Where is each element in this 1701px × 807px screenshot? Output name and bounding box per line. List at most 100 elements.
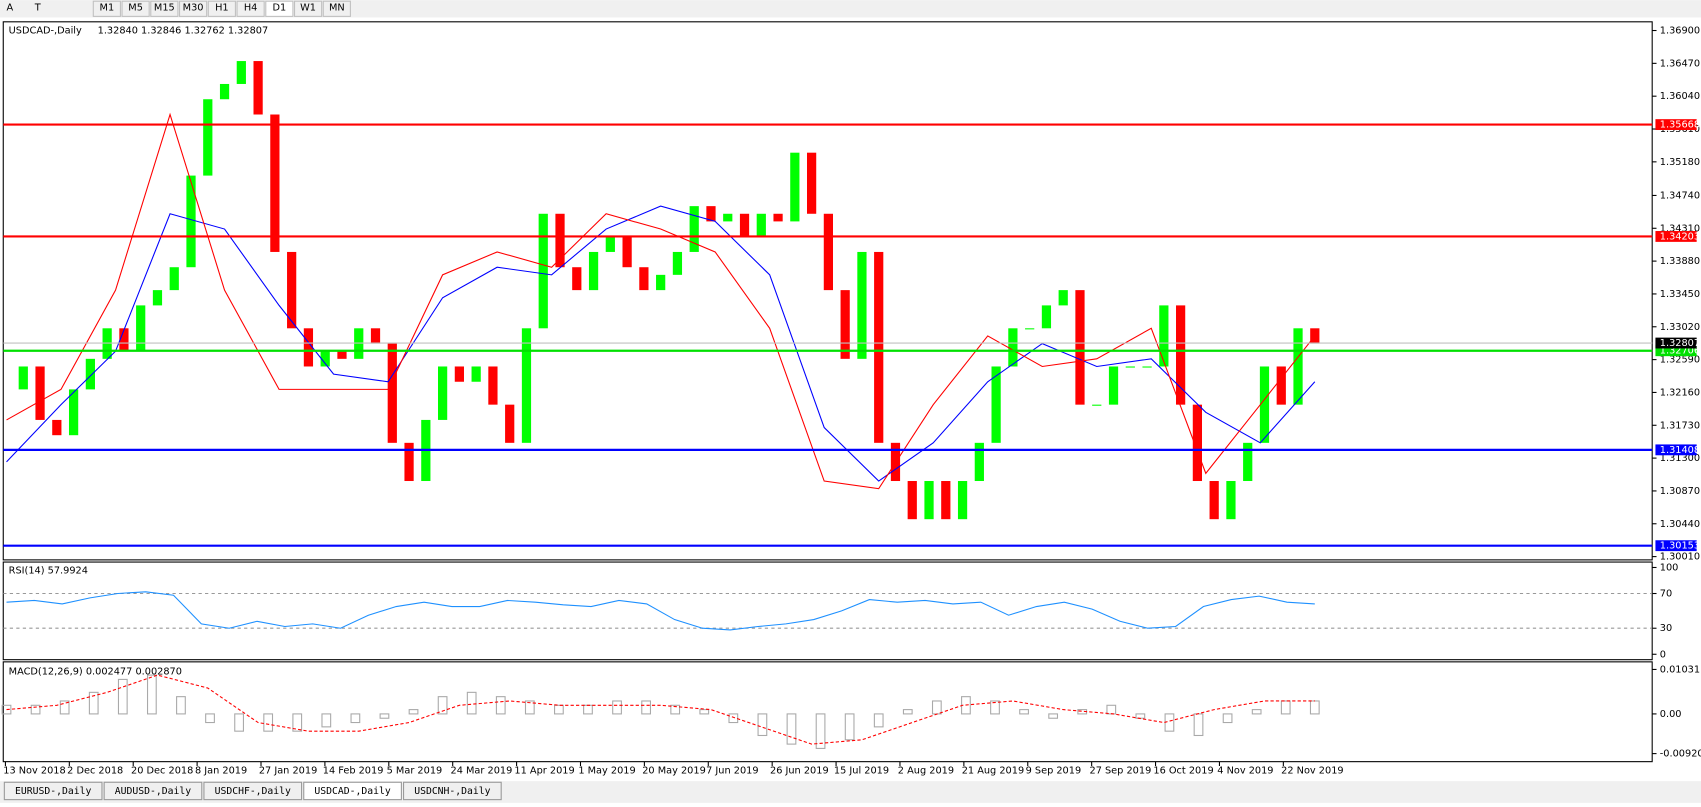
y-tick-label: 1.30440 bbox=[1660, 519, 1700, 530]
candle bbox=[236, 61, 246, 84]
x-tick-label: 8 Jan 2019 bbox=[195, 765, 247, 776]
tab[interactable] bbox=[103, 781, 203, 801]
candle bbox=[672, 251, 683, 275]
signal-line bbox=[6, 674, 1315, 745]
candle bbox=[454, 366, 464, 382]
y-tick-label: 1.32590 bbox=[1660, 355, 1700, 366]
timeframe-button[interactable] bbox=[236, 0, 265, 17]
x-tick-label: 5 Mar 2019 bbox=[387, 765, 443, 776]
candle bbox=[471, 366, 481, 382]
x-tick-label: 27 Jan 2019 bbox=[259, 765, 317, 776]
y-tick-label: 100 bbox=[1660, 562, 1679, 573]
y-tick-label: 1.33020 bbox=[1660, 322, 1700, 333]
candle bbox=[991, 366, 1001, 443]
candle bbox=[823, 213, 833, 291]
timeframe-button[interactable] bbox=[207, 0, 236, 17]
x-tick-label: 11 Apr 2019 bbox=[514, 765, 574, 776]
macd-bar bbox=[350, 713, 361, 724]
timeframe-button[interactable] bbox=[322, 0, 351, 17]
y-tick-label: 1.31300 bbox=[1660, 453, 1700, 464]
current-price-label: 1.32807 bbox=[1660, 338, 1700, 349]
macd-bar bbox=[1251, 709, 1262, 715]
timeframe-button[interactable] bbox=[265, 0, 294, 17]
macd-bar bbox=[321, 713, 332, 728]
macd-bar bbox=[437, 696, 448, 715]
candle bbox=[35, 366, 45, 420]
tab[interactable] bbox=[303, 781, 402, 801]
macd-bar bbox=[146, 674, 157, 715]
macd-bar bbox=[408, 709, 419, 715]
candle bbox=[1025, 328, 1035, 330]
level-tag bbox=[1655, 540, 1697, 552]
candle bbox=[689, 206, 699, 252]
candle bbox=[1176, 305, 1186, 405]
candle bbox=[790, 152, 800, 222]
macd-bar bbox=[466, 691, 477, 715]
macd-bar bbox=[670, 704, 681, 715]
x-tick-label: 27 Sep 2019 bbox=[1089, 765, 1151, 776]
candle bbox=[773, 213, 783, 222]
macd-bar bbox=[495, 696, 506, 715]
x-tick-label: 24 Mar 2019 bbox=[451, 765, 513, 776]
candle bbox=[505, 404, 515, 443]
macd-bar bbox=[30, 704, 41, 715]
macd-bar bbox=[873, 713, 884, 728]
tool-button[interactable]: T bbox=[34, 3, 41, 14]
candle bbox=[572, 267, 582, 291]
y-tick-label: 0.00 bbox=[1660, 709, 1682, 720]
candle bbox=[907, 481, 917, 520]
candle bbox=[186, 175, 196, 268]
timeframe-button[interactable] bbox=[150, 0, 179, 17]
macd-bar bbox=[1048, 713, 1059, 719]
candle bbox=[1041, 305, 1052, 329]
tab[interactable] bbox=[403, 781, 502, 801]
level-label: 1.34203 bbox=[1660, 231, 1700, 242]
timeframe-button[interactable] bbox=[92, 0, 121, 17]
tab-label: USDCNH-,Daily bbox=[414, 786, 490, 797]
candle bbox=[588, 251, 599, 291]
timeframe-button[interactable] bbox=[178, 0, 208, 17]
x-tick-label: 13 Nov 2018 bbox=[3, 765, 65, 776]
candle bbox=[739, 213, 750, 237]
y-tick-label: 1.32160 bbox=[1660, 387, 1700, 398]
candle bbox=[656, 274, 666, 291]
toolbar bbox=[0, 0, 1701, 18]
y-tick-label: 1.30010 bbox=[1660, 552, 1700, 563]
timeframe-button[interactable] bbox=[293, 0, 323, 17]
candle bbox=[404, 442, 414, 482]
candle bbox=[555, 213, 565, 268]
tab[interactable] bbox=[203, 781, 303, 801]
moving-average bbox=[6, 112, 1316, 490]
candle bbox=[756, 213, 766, 237]
candle bbox=[538, 213, 548, 329]
candle bbox=[1142, 366, 1152, 368]
level-label: 1.32706 bbox=[1660, 346, 1700, 357]
chart-area bbox=[0, 17, 1701, 782]
timeframe-label: H1 bbox=[215, 3, 229, 14]
candle bbox=[957, 481, 968, 520]
rsi-title: RSI(14) 57.9924 bbox=[9, 566, 88, 577]
tool-button[interactable]: A bbox=[7, 3, 14, 14]
x-tick-label: 9 Sep 2019 bbox=[1026, 765, 1082, 776]
tab-label: AUDUSD-,Daily bbox=[115, 786, 191, 797]
candle bbox=[136, 305, 146, 352]
macd-bar bbox=[379, 713, 390, 719]
candle bbox=[253, 61, 263, 115]
candle bbox=[119, 328, 129, 352]
candle bbox=[874, 251, 884, 443]
candle bbox=[1108, 366, 1119, 405]
tab[interactable] bbox=[3, 781, 103, 801]
rsi-line bbox=[6, 591, 1315, 631]
timeframe-label: M30 bbox=[183, 3, 204, 14]
x-tick-label: 14 Feb 2019 bbox=[323, 765, 384, 776]
timeframe-button[interactable] bbox=[121, 0, 150, 17]
y-tick-label: 0.010311 bbox=[1660, 664, 1701, 675]
x-tick-label: 22 Nov 2019 bbox=[1281, 765, 1343, 776]
tab-label: USDCAD-,Daily bbox=[314, 786, 390, 797]
candle bbox=[605, 236, 615, 252]
candle bbox=[488, 366, 498, 405]
current-price-tag bbox=[1655, 337, 1697, 349]
macd-bar bbox=[612, 700, 622, 715]
macd-bar bbox=[554, 704, 564, 715]
level-tag bbox=[1655, 119, 1697, 131]
